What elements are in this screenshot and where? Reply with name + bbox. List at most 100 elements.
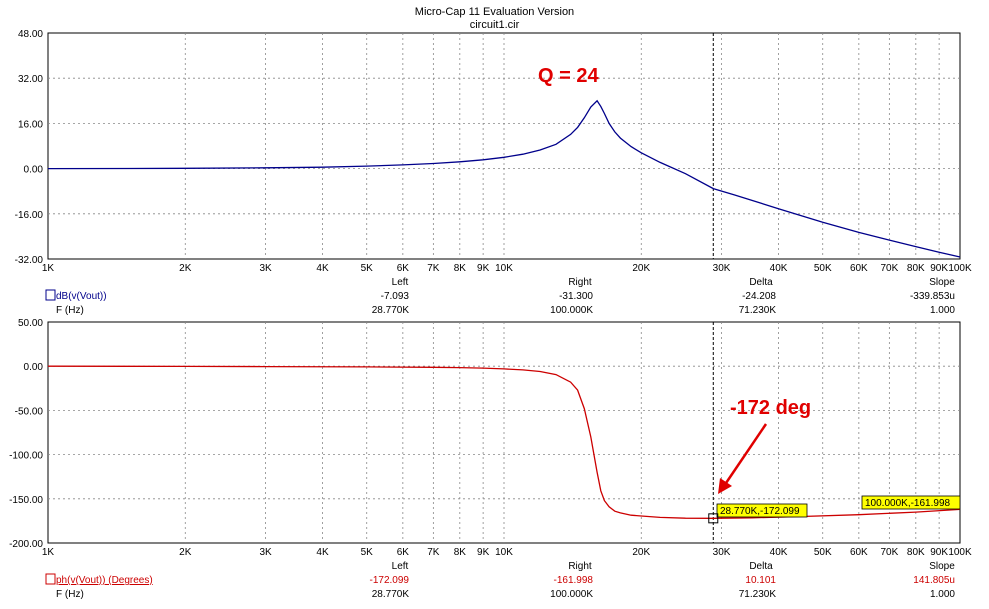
phase-x-tick-label: 7K xyxy=(427,547,440,558)
phase-delta-value: 10.101 xyxy=(745,575,776,586)
phase-x-tick-label: 8K xyxy=(454,547,467,558)
phase-x-label: F (Hz) xyxy=(56,589,84,600)
magnitude-y-tick-label: -32.00 xyxy=(15,255,44,266)
magnitude-series-line xyxy=(47,99,961,258)
magnitude-x-tick-label: 30K xyxy=(713,263,731,274)
right-cursor-tag[interactable]: 100.000K,-161.998 xyxy=(861,495,961,510)
magnitude-left-value: -7.093 xyxy=(381,291,410,302)
readout-header-delta: Delta xyxy=(749,277,773,288)
phase-x-tick-label: 30K xyxy=(713,547,731,558)
phase-y-tick-label: -50.00 xyxy=(15,406,44,417)
magnitude-plot-frame xyxy=(47,32,961,260)
magnitude-x-tick-label: 80K xyxy=(907,263,925,274)
magnitude-x-tick-label: 5K xyxy=(361,263,374,274)
readout-header-left-2: Left xyxy=(392,561,409,572)
phase-x-right: 100.000K xyxy=(550,589,593,600)
phase-x-tick-labels: 1K 2K 3K 4K 5K 6K 7K 8K 9K 10K 20K 30K 40K 50K 60K 70K 8… xyxy=(42,547,972,558)
magnitude-x-delta: 71.230K xyxy=(739,305,777,316)
magnitude-y-tick-label: -16.00 xyxy=(15,210,44,221)
magnitude-legend-swatch[interactable] xyxy=(45,289,56,301)
phase-x-tick-label: 5K xyxy=(361,547,374,558)
phase-x-tick-label: 4K xyxy=(316,547,329,558)
magnitude-x-tick-label: 7K xyxy=(427,263,440,274)
magnitude-y-tick-label: 32.00 xyxy=(18,74,43,85)
magnitude-x-tick-label: 100K xyxy=(948,263,972,274)
magnitude-x-tick-labels: 1K 2K 3K 4K 5K 6K 7K 8K 9K 10K 20K 30K 40K 50K 60K 70K 8… xyxy=(42,263,972,274)
phase-x-left: 28.770K xyxy=(372,589,410,600)
magnitude-x-tick-label: 70K xyxy=(880,263,898,274)
magnitude-x-tick-label: 6K xyxy=(397,263,410,274)
left-cursor-marker[interactable] xyxy=(708,513,719,524)
phase-legend-swatch[interactable] xyxy=(45,573,56,585)
phase-x-tick-label: 90K xyxy=(930,547,948,558)
phase-x-tick-label: 6K xyxy=(397,547,410,558)
magnitude-x-tick-label: 9K xyxy=(477,263,490,274)
magnitude-grid xyxy=(48,33,960,259)
magnitude-y-tick-labels: 48.00 32.00 16.00 0.00 -16.00 -32.00 xyxy=(15,29,44,266)
magnitude-y-tick-label: 16.00 xyxy=(18,119,43,130)
magnitude-x-tick-label: 2K xyxy=(179,263,192,274)
phase-series-line xyxy=(47,365,961,519)
magnitude-delta-value: -24.208 xyxy=(742,291,776,302)
left-cursor-tag-text: 28.770K,-172.099 xyxy=(720,506,800,517)
phase-grid xyxy=(48,322,960,543)
readout-header-delta-2: Delta xyxy=(749,561,773,572)
q-annotation: Q = 24 xyxy=(538,65,599,87)
phase-x-tick-label: 60K xyxy=(850,547,868,558)
phase-x-tick-label: 10K xyxy=(495,547,513,558)
phase-y-tick-label: -200.00 xyxy=(9,539,43,550)
magnitude-x-slope: 1.000 xyxy=(930,305,955,316)
phase-x-tick-label: 70K xyxy=(880,547,898,558)
magnitude-expression[interactable]: dB(v(Vout)) xyxy=(56,291,107,302)
phase-left-value: -172.099 xyxy=(370,575,410,586)
phase-y-tick-label: 50.00 xyxy=(18,318,43,329)
magnitude-x-tick-label: 4K xyxy=(316,263,329,274)
phase-y-tick-label: 0.00 xyxy=(24,362,44,373)
magnitude-x-tick-label: 60K xyxy=(850,263,868,274)
phase-x-tick-label: 20K xyxy=(632,547,650,558)
phase-right-value: -161.998 xyxy=(554,575,594,586)
magnitude-x-tick-label: 40K xyxy=(770,263,788,274)
phase-y-tick-label: -150.00 xyxy=(9,495,43,506)
phase-x-tick-label: 2K xyxy=(179,547,192,558)
magnitude-x-right: 100.000K xyxy=(550,305,593,316)
readout-header-right: Right xyxy=(568,277,592,288)
phase-x-tick-label: 40K xyxy=(770,547,788,558)
magnitude-x-left: 28.770K xyxy=(372,305,410,316)
magnitude-readout: Left Right Delta Slope dB(v(Vout)) -7.09… xyxy=(45,277,955,316)
readout-header-left: Left xyxy=(392,277,409,288)
magnitude-slope-value: -339.853u xyxy=(910,291,955,302)
magnitude-y-tick-label: 48.00 xyxy=(18,29,43,40)
circuit-file-name: circuit1.cir xyxy=(469,19,520,31)
phase-annotation: -172 deg xyxy=(730,397,811,419)
readout-header-slope-2: Slope xyxy=(929,561,955,572)
phase-x-tick-label: 100K xyxy=(948,547,972,558)
magnitude-right-value: -31.300 xyxy=(559,291,593,302)
phase-readout: Left Right Delta Slope ph(v(Vout)) (Degr… xyxy=(45,561,955,600)
magnitude-x-tick-label: 20K xyxy=(632,263,650,274)
phase-x-delta: 71.230K xyxy=(739,589,777,600)
phase-expression[interactable]: ph(v(Vout)) (Degrees) xyxy=(56,575,153,586)
annotation-arrow xyxy=(718,423,768,494)
phase-x-tick-label: 3K xyxy=(259,547,272,558)
phase-slope-value: 141.805u xyxy=(913,575,955,586)
phase-x-tick-label: 9K xyxy=(477,547,490,558)
phase-x-tick-label: 1K xyxy=(42,547,55,558)
phase-x-tick-label: 80K xyxy=(907,547,925,558)
window-title: Micro-Cap 11 Evaluation Version xyxy=(414,6,575,18)
readout-header-right-2: Right xyxy=(568,561,592,572)
magnitude-x-tick-label: 8K xyxy=(454,263,467,274)
phase-x-tick-label: 50K xyxy=(814,547,832,558)
phase-x-slope: 1.000 xyxy=(930,589,955,600)
left-cursor-tag[interactable]: 28.770K,-172.099 xyxy=(716,503,808,518)
magnitude-x-label: F (Hz) xyxy=(56,305,84,316)
magnitude-x-tick-label: 50K xyxy=(814,263,832,274)
right-cursor-tag-text: 100.000K,-161.998 xyxy=(865,498,951,509)
magnitude-y-tick-label: 0.00 xyxy=(24,165,44,176)
magnitude-x-tick-label: 90K xyxy=(930,263,948,274)
magnitude-x-tick-label: 3K xyxy=(259,263,272,274)
magnitude-x-tick-label: 10K xyxy=(495,263,513,274)
phase-y-tick-labels: 50.00 0.00 -50.00 -100.00 -150.00 -200.00 xyxy=(9,318,43,550)
readout-header-slope: Slope xyxy=(929,277,955,288)
